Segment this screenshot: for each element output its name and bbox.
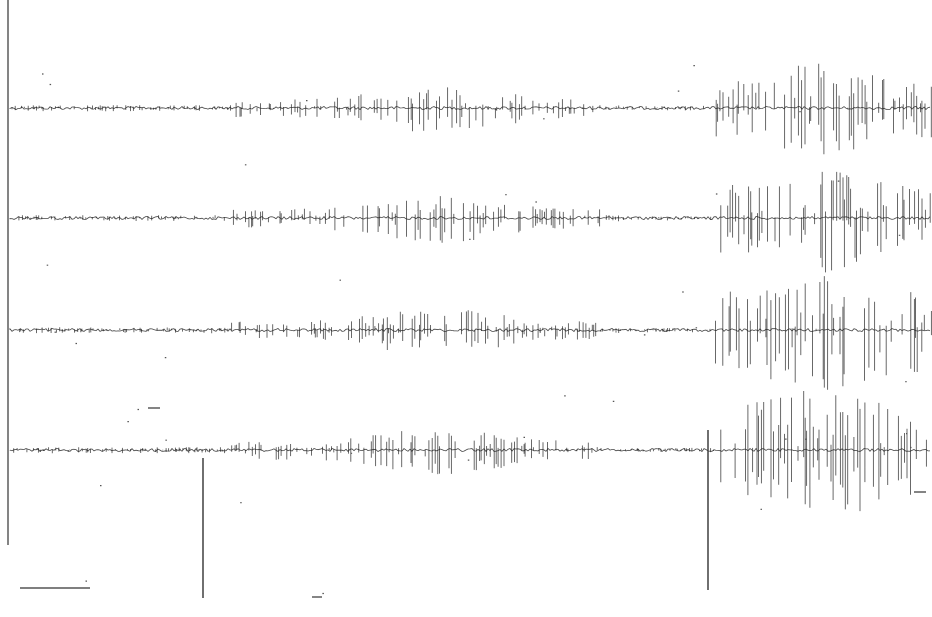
- trace-line: [9, 327, 931, 333]
- trace-spikes: [18, 171, 931, 273]
- trace-line: [9, 447, 930, 453]
- traces: [9, 63, 932, 595]
- trace-line: [9, 215, 931, 221]
- trace-spikes: [11, 63, 932, 155]
- trace-spikes: [13, 391, 927, 512]
- trace-spikes: [19, 276, 932, 390]
- specks: [42, 65, 912, 595]
